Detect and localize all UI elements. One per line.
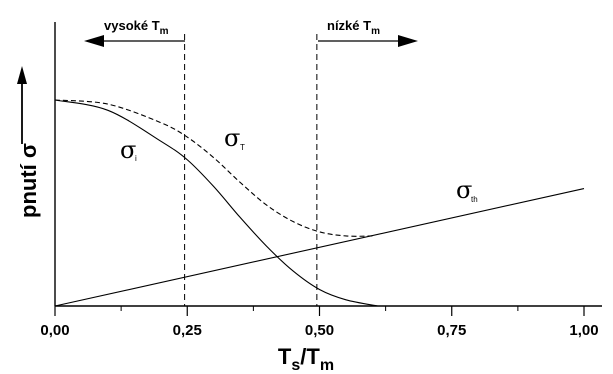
y-axis-title: pnutí σ [16,66,41,218]
series-label-sigma-i: σ i [120,136,137,164]
xlabel-sub2: m [320,357,334,374]
sigma-i-symbol: σ [120,136,136,164]
plot-lines [54,34,585,307]
series-line-1 [54,99,373,237]
series-label-sigma-t: σ T [224,124,245,152]
x-tick-label-4: 1,00 [569,322,598,339]
sigma-i-sub: i [135,154,137,163]
x-axis-title: Ts/Tm [278,344,334,374]
x-ticks: 0,00 0,25 0,50 0,75 1,00 [40,306,599,339]
x-tick-label-1: 0,25 [173,322,202,339]
annotation-low-sub: m [371,26,380,37]
xlabel-mid: /T [300,344,320,369]
svg-text:Ts/Tm: Ts/Tm [278,344,334,374]
arrow-left-head [84,35,104,47]
x-tick-label-3: 0,75 [437,322,466,339]
series-line-2 [54,188,585,307]
sigma-th-symbol: σ [456,176,472,204]
x-tick-label-2: 0,50 [305,322,334,339]
annotation-high-sub: m [160,26,169,37]
ylabel: pnutí σ [16,143,41,218]
svg-text:vysoké Tm: vysoké Tm [104,18,169,37]
svg-text:nízké Tm: nízké Tm [327,18,380,37]
annotation-low-tm: nízké Tm [318,18,418,47]
series-line-0 [54,99,378,307]
xlabel-main: T [278,344,292,369]
sigma-t-sub: T [240,143,245,152]
ylabel-arrow-head [17,66,27,84]
series-label-sigma-th: σ th [456,176,478,204]
annotation-high-label: vysoké T [104,18,160,33]
annotation-low-label: nízké T [327,18,371,33]
sigma-th-sub: th [471,195,478,204]
arrow-right-head [398,35,418,47]
xlabel-sub1: s [291,357,300,374]
annotation-high-tm: vysoké Tm [84,18,185,47]
x-tick-label-0: 0,00 [40,322,69,339]
sigma-t-symbol: σ [224,124,240,152]
